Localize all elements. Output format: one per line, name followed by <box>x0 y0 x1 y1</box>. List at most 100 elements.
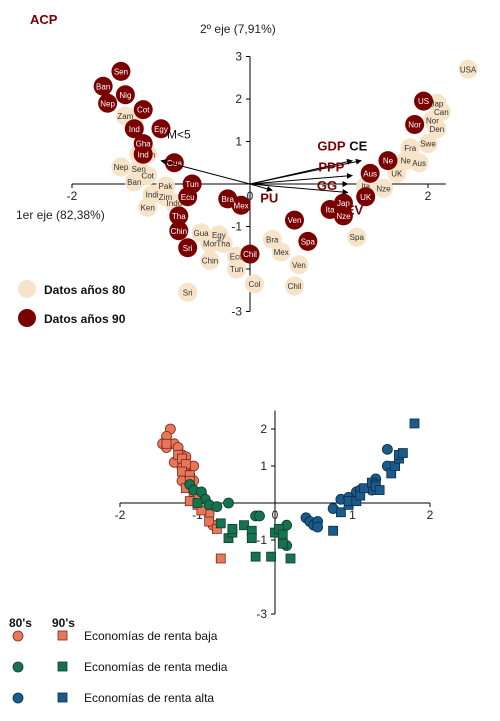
point-label-90: Aus <box>363 169 377 178</box>
point-80 <box>254 510 265 522</box>
point-label-90: US <box>418 97 429 106</box>
point-90 <box>169 206 189 226</box>
point-80 <box>200 251 220 270</box>
point-80 <box>213 234 233 253</box>
point-80 <box>178 282 198 302</box>
point-80 <box>347 227 367 247</box>
point-label-90: Ind <box>129 125 140 134</box>
point-label-80: Col <box>248 280 260 289</box>
point-label-80: Nze <box>376 184 391 193</box>
point-90 <box>192 498 203 508</box>
point-90 <box>178 187 198 207</box>
x-tick-label: 2 <box>425 189 432 203</box>
legend-marker-media-80 <box>12 661 24 673</box>
point-80 <box>418 134 438 154</box>
point-90 <box>133 144 153 164</box>
point-80 <box>427 119 447 139</box>
point-label-90: Sri <box>183 244 193 253</box>
chart-acp: ACP 2º eje (7,91%) 1er eje (82,38%) 3 2 1 -… <box>16 12 478 319</box>
point-label-80: Fra <box>404 144 417 153</box>
point-label-90: Bra <box>222 195 235 204</box>
point-label-80: Tha <box>216 240 230 249</box>
point-90 <box>333 206 353 226</box>
vector-arrow <box>160 159 251 185</box>
point-label-90: Nep <box>100 99 115 108</box>
point-90 <box>378 151 398 171</box>
point-90 <box>285 210 304 230</box>
point-label-80: Sri <box>183 288 193 297</box>
point-90 <box>277 529 288 540</box>
x-tick-label: -2 <box>67 189 78 203</box>
point-label-80: Ecu <box>230 252 244 261</box>
point-label-90: Tha <box>172 212 186 221</box>
point-label-80: Egy <box>212 231 226 240</box>
point-label-80: Sen <box>132 165 146 174</box>
vector-label: GG <box>317 178 337 193</box>
point-90 <box>335 507 346 518</box>
point-90 <box>227 524 238 534</box>
point-label-80: Can <box>434 108 449 117</box>
vector-arrow <box>249 183 349 196</box>
loading-vectors: M<5 GDP CE PPP GG EV PU <box>160 128 368 218</box>
point-label-90: Spa <box>301 237 316 246</box>
legend-marker-media-90 <box>57 661 68 672</box>
point-label-80: Chil <box>288 282 302 291</box>
point-label-80: Jap <box>430 99 443 108</box>
point-label-80: Mor <box>203 240 217 249</box>
legend-label-alta: Economías de renta alta <box>84 691 214 705</box>
point-90 <box>164 153 184 173</box>
point-80 <box>285 276 304 296</box>
legend-marker-80 <box>18 280 36 298</box>
point-90 <box>246 533 257 544</box>
legend-marker-baja-80 <box>12 630 24 642</box>
point-label-90: Ne <box>383 157 394 166</box>
point-label-80: Indo <box>167 199 183 208</box>
y-tick-label: 1 <box>235 135 242 149</box>
point-90 <box>397 448 408 458</box>
point-label-80: Nep <box>114 163 129 172</box>
point-80 <box>227 259 247 279</box>
point-label-90: Chil <box>243 250 257 259</box>
y-tick-label: 2 <box>235 92 242 106</box>
point-90 <box>414 91 434 111</box>
y-tick-label: -3 <box>231 305 242 319</box>
point-label-90: Ven <box>288 216 302 225</box>
point-90 <box>115 85 135 105</box>
point-label-90: Ecu <box>181 193 195 202</box>
point-label-80: Chin <box>202 257 218 266</box>
chart-income-groups: -2-101221-1-3 <box>115 410 434 621</box>
legend-label-80: Datos años 80 <box>44 283 126 297</box>
point-label-80: Zam <box>117 112 133 121</box>
point-label-80: Pak <box>159 182 174 191</box>
point-label-90: Tun <box>185 180 199 189</box>
y-tick-label: 2 <box>260 422 267 436</box>
point-80 <box>374 178 393 198</box>
point-label-80: Ita <box>361 182 370 191</box>
point-90 <box>328 525 339 536</box>
legend-label-90: Datos años 90 <box>44 312 126 326</box>
point-label-80: Mex <box>274 248 289 257</box>
point-90 <box>111 61 131 81</box>
vector-label: M<5 <box>167 128 191 142</box>
point-80 <box>138 197 158 217</box>
point-80 <box>289 255 309 275</box>
point-label-90: Gha <box>136 140 152 149</box>
point-label-80: Indi <box>146 191 159 200</box>
point-label-80: Ne <box>401 157 412 166</box>
point-90 <box>124 119 144 139</box>
legend-income: 80's 90's Economías de renta baja Econom… <box>9 616 228 705</box>
point-90 <box>240 244 260 264</box>
legend-label-media: Economías de renta media <box>84 660 228 674</box>
point-label-90: Chin <box>171 227 187 236</box>
point-label-90: Gua <box>167 159 183 168</box>
point-90 <box>277 538 288 549</box>
point-90 <box>93 76 113 96</box>
x-tick-label: 0 <box>272 508 279 522</box>
point-90 <box>298 231 318 251</box>
point-label-80: Bra <box>266 235 279 244</box>
x-axis-label: 1er eje (82,38%) <box>16 208 105 222</box>
point-80 <box>381 443 393 455</box>
point-80 <box>124 172 144 192</box>
vector-arrow <box>249 158 362 185</box>
